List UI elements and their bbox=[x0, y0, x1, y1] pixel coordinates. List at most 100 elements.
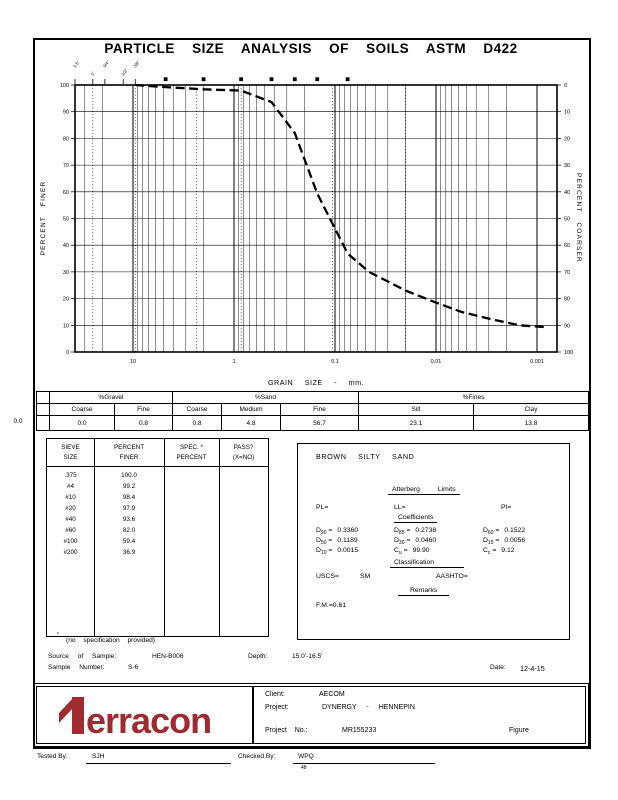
logo-t-flag bbox=[59, 697, 74, 723]
project-value: DYNERGY - HENNEPIN bbox=[322, 704, 415, 711]
sample-number-label: Sample Number: bbox=[48, 664, 105, 671]
uscs-label: USCS= bbox=[316, 573, 339, 580]
sieve-header-finer: PERCENT FINER bbox=[113, 444, 145, 461]
svg-text:70: 70 bbox=[63, 163, 69, 169]
sieve-size-markers: 1.5" 1" 3/4" 1/2"3/8" bbox=[72, 59, 350, 84]
value-gravel-coarse: 0.0 bbox=[49, 415, 115, 431]
pl-label: PL= bbox=[316, 504, 329, 511]
sieve-header-size: SIEVE SIZE bbox=[61, 444, 80, 461]
svg-text:10: 10 bbox=[564, 110, 570, 116]
svg-text:10: 10 bbox=[130, 359, 136, 365]
svg-text:1: 1 bbox=[232, 359, 235, 365]
classification-heading: Classification bbox=[390, 559, 465, 568]
coef-d50: D50 = 0.1189 bbox=[316, 537, 358, 546]
sieve-col-line bbox=[164, 439, 165, 636]
atterberg-heading: Atterberg Limits bbox=[388, 486, 460, 495]
sieve-row: #100 59.4 bbox=[63, 538, 136, 545]
sieve-row: #10 98.4 bbox=[65, 494, 136, 501]
tested-signature-line bbox=[86, 763, 231, 764]
source-label: Source of Sample: bbox=[48, 653, 117, 660]
tested-by-value: SJH bbox=[92, 753, 105, 760]
checked-by-value: WPQ bbox=[298, 753, 314, 760]
svg-text:20: 20 bbox=[564, 136, 570, 142]
figure-label: Figure bbox=[509, 727, 529, 734]
coef-d10: D10 = 0.0015 bbox=[316, 547, 359, 556]
sieve-row: #60 82.0 bbox=[65, 527, 136, 534]
sieve-header-pass: PASS? (X=NO) bbox=[232, 444, 255, 461]
svg-text:1/2": 1/2" bbox=[120, 67, 129, 76]
fractions-table: %Gravel %Sand %Fines Coarse Fine Coarse … bbox=[36, 391, 589, 431]
value-sand-coarse: 0.8 bbox=[172, 415, 222, 431]
value-clay: 13.8 bbox=[473, 415, 589, 431]
svg-text:90: 90 bbox=[564, 323, 570, 329]
sieve-header-rule bbox=[47, 466, 268, 467]
subhead-gravel-fine: Fine bbox=[114, 403, 173, 416]
svg-text:1.5": 1.5" bbox=[72, 59, 81, 68]
footer-divider bbox=[252, 687, 254, 743]
svg-text:0: 0 bbox=[564, 83, 567, 89]
svg-text:60: 60 bbox=[63, 190, 69, 196]
svg-text:100: 100 bbox=[564, 350, 573, 356]
client-label: Client: bbox=[265, 691, 285, 698]
svg-text:0.001: 0.001 bbox=[530, 359, 544, 365]
value-gravel-fine: 0.8 bbox=[114, 415, 173, 431]
value-silt: 23.1 bbox=[358, 415, 474, 431]
spec-footnote: (no specification provided) bbox=[66, 637, 155, 644]
description-panel: BROWN SILTY SAND Atterberg Limits PL= LL… bbox=[297, 443, 570, 640]
sieve-row: .375 100.0 bbox=[64, 472, 137, 479]
page-title: PARTICLE SIZE ANALYSIS OF SOILS ASTM D42… bbox=[104, 41, 518, 56]
fractions-subhead-row: Coarse Fine Coarse Medium Fine Silt Clay bbox=[36, 403, 589, 416]
svg-text:10: 10 bbox=[63, 323, 69, 329]
material-description: BROWN SILTY SAND bbox=[316, 452, 415, 461]
svg-text:0.01: 0.01 bbox=[431, 359, 442, 365]
svg-text:60: 60 bbox=[564, 243, 570, 249]
tested-by-label: Tested By: bbox=[37, 753, 68, 760]
coef-d15: D15 = 0.0056 bbox=[483, 537, 526, 546]
footer: erracon Client: AECOM Project: DYNERGY -… bbox=[33, 683, 589, 747]
project-no-value: MR155233 bbox=[342, 727, 377, 734]
sieve-table: SIEVE SIZE PERCENT FINER SPEC. * PERCENT PA… bbox=[46, 438, 269, 637]
svg-text:40: 40 bbox=[63, 243, 69, 249]
project-label: Project: bbox=[265, 704, 289, 711]
plot-grid bbox=[74, 84, 558, 353]
project-no-label: Project No.: bbox=[265, 727, 308, 734]
coef-d30: D30 = 0.0460 bbox=[394, 537, 437, 546]
group-sand: %Sand bbox=[172, 391, 359, 404]
checked-by-label: Checked By: bbox=[238, 753, 276, 760]
fractions-group-row: %Gravel %Sand %Fines bbox=[36, 391, 589, 404]
sieve-row: #4 99.2 bbox=[66, 483, 136, 490]
aashto-label: AASHTO= bbox=[436, 573, 468, 580]
svg-text:20: 20 bbox=[63, 297, 69, 303]
subhead-gravel-coarse: Coarse bbox=[49, 403, 115, 416]
subhead-silt: Silt bbox=[358, 403, 474, 416]
value-sand-fine: 56.7 bbox=[280, 415, 359, 431]
svg-text:GRAIN SIZE - mm.: GRAIN SIZE - mm. bbox=[268, 378, 364, 387]
coef-cu: Cu = 99.90 bbox=[394, 547, 430, 556]
value-sand-medium: 4.8 bbox=[221, 415, 281, 431]
date-value: 12-4-15 bbox=[520, 664, 545, 673]
svg-text:80: 80 bbox=[63, 136, 69, 142]
fractions-value-row: 0.0 0.8 0.8 4.8 56.7 23.1 13.8 bbox=[36, 415, 589, 431]
subhead-sand-coarse: Coarse bbox=[172, 403, 222, 416]
svg-text:0: 0 bbox=[66, 350, 69, 356]
svg-text:80: 80 bbox=[564, 297, 570, 303]
sieve-col-line bbox=[94, 439, 95, 636]
subhead-sand-medium: Medium bbox=[221, 403, 281, 416]
gradation-curve bbox=[135, 83, 547, 329]
svg-text:0.1: 0.1 bbox=[331, 359, 339, 365]
svg-text:50: 50 bbox=[63, 217, 69, 223]
depth-value: 15.0'-16.5' bbox=[292, 653, 323, 660]
sieve-header-spec: SPEC. * PERCENT bbox=[176, 444, 207, 461]
sieve-col-line bbox=[219, 439, 220, 636]
group-gravel: %Gravel bbox=[49, 391, 173, 404]
fm-note: F.M.=0.61 bbox=[316, 602, 347, 609]
svg-text:PERCENT FINER: PERCENT FINER bbox=[40, 181, 47, 256]
svg-text:30: 30 bbox=[564, 163, 570, 169]
logo-t-stem bbox=[72, 697, 84, 734]
sieve-row: #20 97.9 bbox=[65, 505, 136, 512]
coef-d60: D60 = 0.1522 bbox=[483, 527, 526, 536]
checked-signature-line bbox=[293, 763, 435, 764]
